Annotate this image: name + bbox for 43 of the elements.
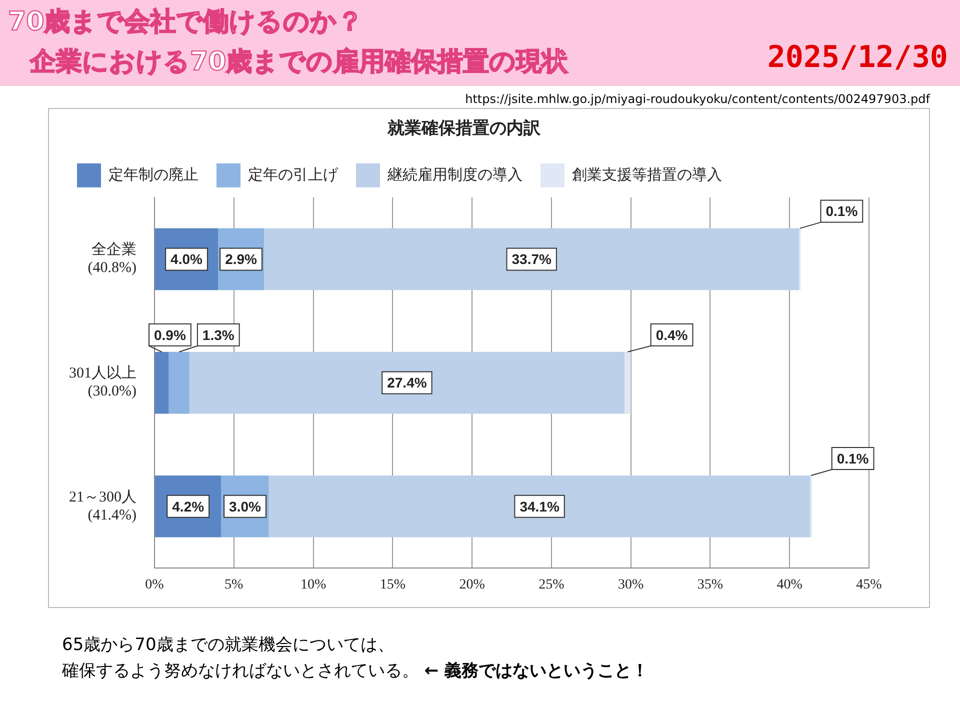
x-tick-label: 25% <box>538 577 565 592</box>
x-tick-label: 45% <box>856 577 882 592</box>
data-label: 0.1% <box>836 450 870 466</box>
bar <box>624 352 631 414</box>
x-tick-label: 0% <box>145 577 164 592</box>
text: https://jsite.mhlw.go.jp/miyagi-roudoukyoku/content/contents/002497903.pdf <box>465 92 930 106</box>
data-label: 0.9% <box>154 326 186 343</box>
x-tick-label: 35% <box>697 577 724 592</box>
bar <box>189 352 624 414</box>
bar <box>168 352 190 414</box>
bar <box>268 476 810 538</box>
x-tick-label: 10% <box>300 577 326 592</box>
text: 70歳まで会社で働けるのか？ <box>8 6 364 39</box>
chart-title: 就業確保措置の内訳 <box>386 118 542 139</box>
data-label: 3.0% <box>229 498 262 514</box>
text: 2025/12/30 <box>767 40 948 75</box>
data-label: 4.2% <box>172 498 205 514</box>
data-label: 4.0% <box>170 251 204 268</box>
y-tick-label: 全企業 (40.8%) <box>88 241 136 276</box>
data-label: 33.7% <box>512 251 552 268</box>
y-tick-label: 301人以上 (30.0%) <box>69 364 136 400</box>
data-label: 0.4% <box>656 326 688 343</box>
data-label: 2.9% <box>225 251 258 268</box>
y-tick-label: 21～300人 (41.4%) <box>69 489 136 524</box>
text: 確保するよう努めなければないとされている。 <box>62 661 419 681</box>
text: 企業における70歳までの雇用確保措置の現状 <box>30 46 568 79</box>
bar <box>155 352 169 414</box>
legend-label: 定年制の廃止 <box>108 165 198 184</box>
x-tick-label: 15% <box>380 577 406 592</box>
x-tick-label: 20% <box>459 577 486 592</box>
x-tick-label: 5% <box>224 577 244 592</box>
legend-label: 創業支援等措置の導入 <box>572 165 722 184</box>
data-label: 0.1% <box>826 203 858 220</box>
legend-label: 継続雇用制度の導入 <box>386 165 522 184</box>
data-label: 27.4% <box>387 374 428 391</box>
text: ← 義務ではないということ！ <box>424 661 649 681</box>
data-label: 34.1% <box>520 498 560 514</box>
x-tick-label: 30% <box>618 577 644 592</box>
x-tick-label: 40% <box>776 577 803 592</box>
text: 65歳から70歳までの就業機会については、 <box>62 634 396 657</box>
bar <box>264 228 800 290</box>
legend-label: 定年の引上げ <box>248 165 339 184</box>
data-label: 1.3% <box>202 326 235 343</box>
